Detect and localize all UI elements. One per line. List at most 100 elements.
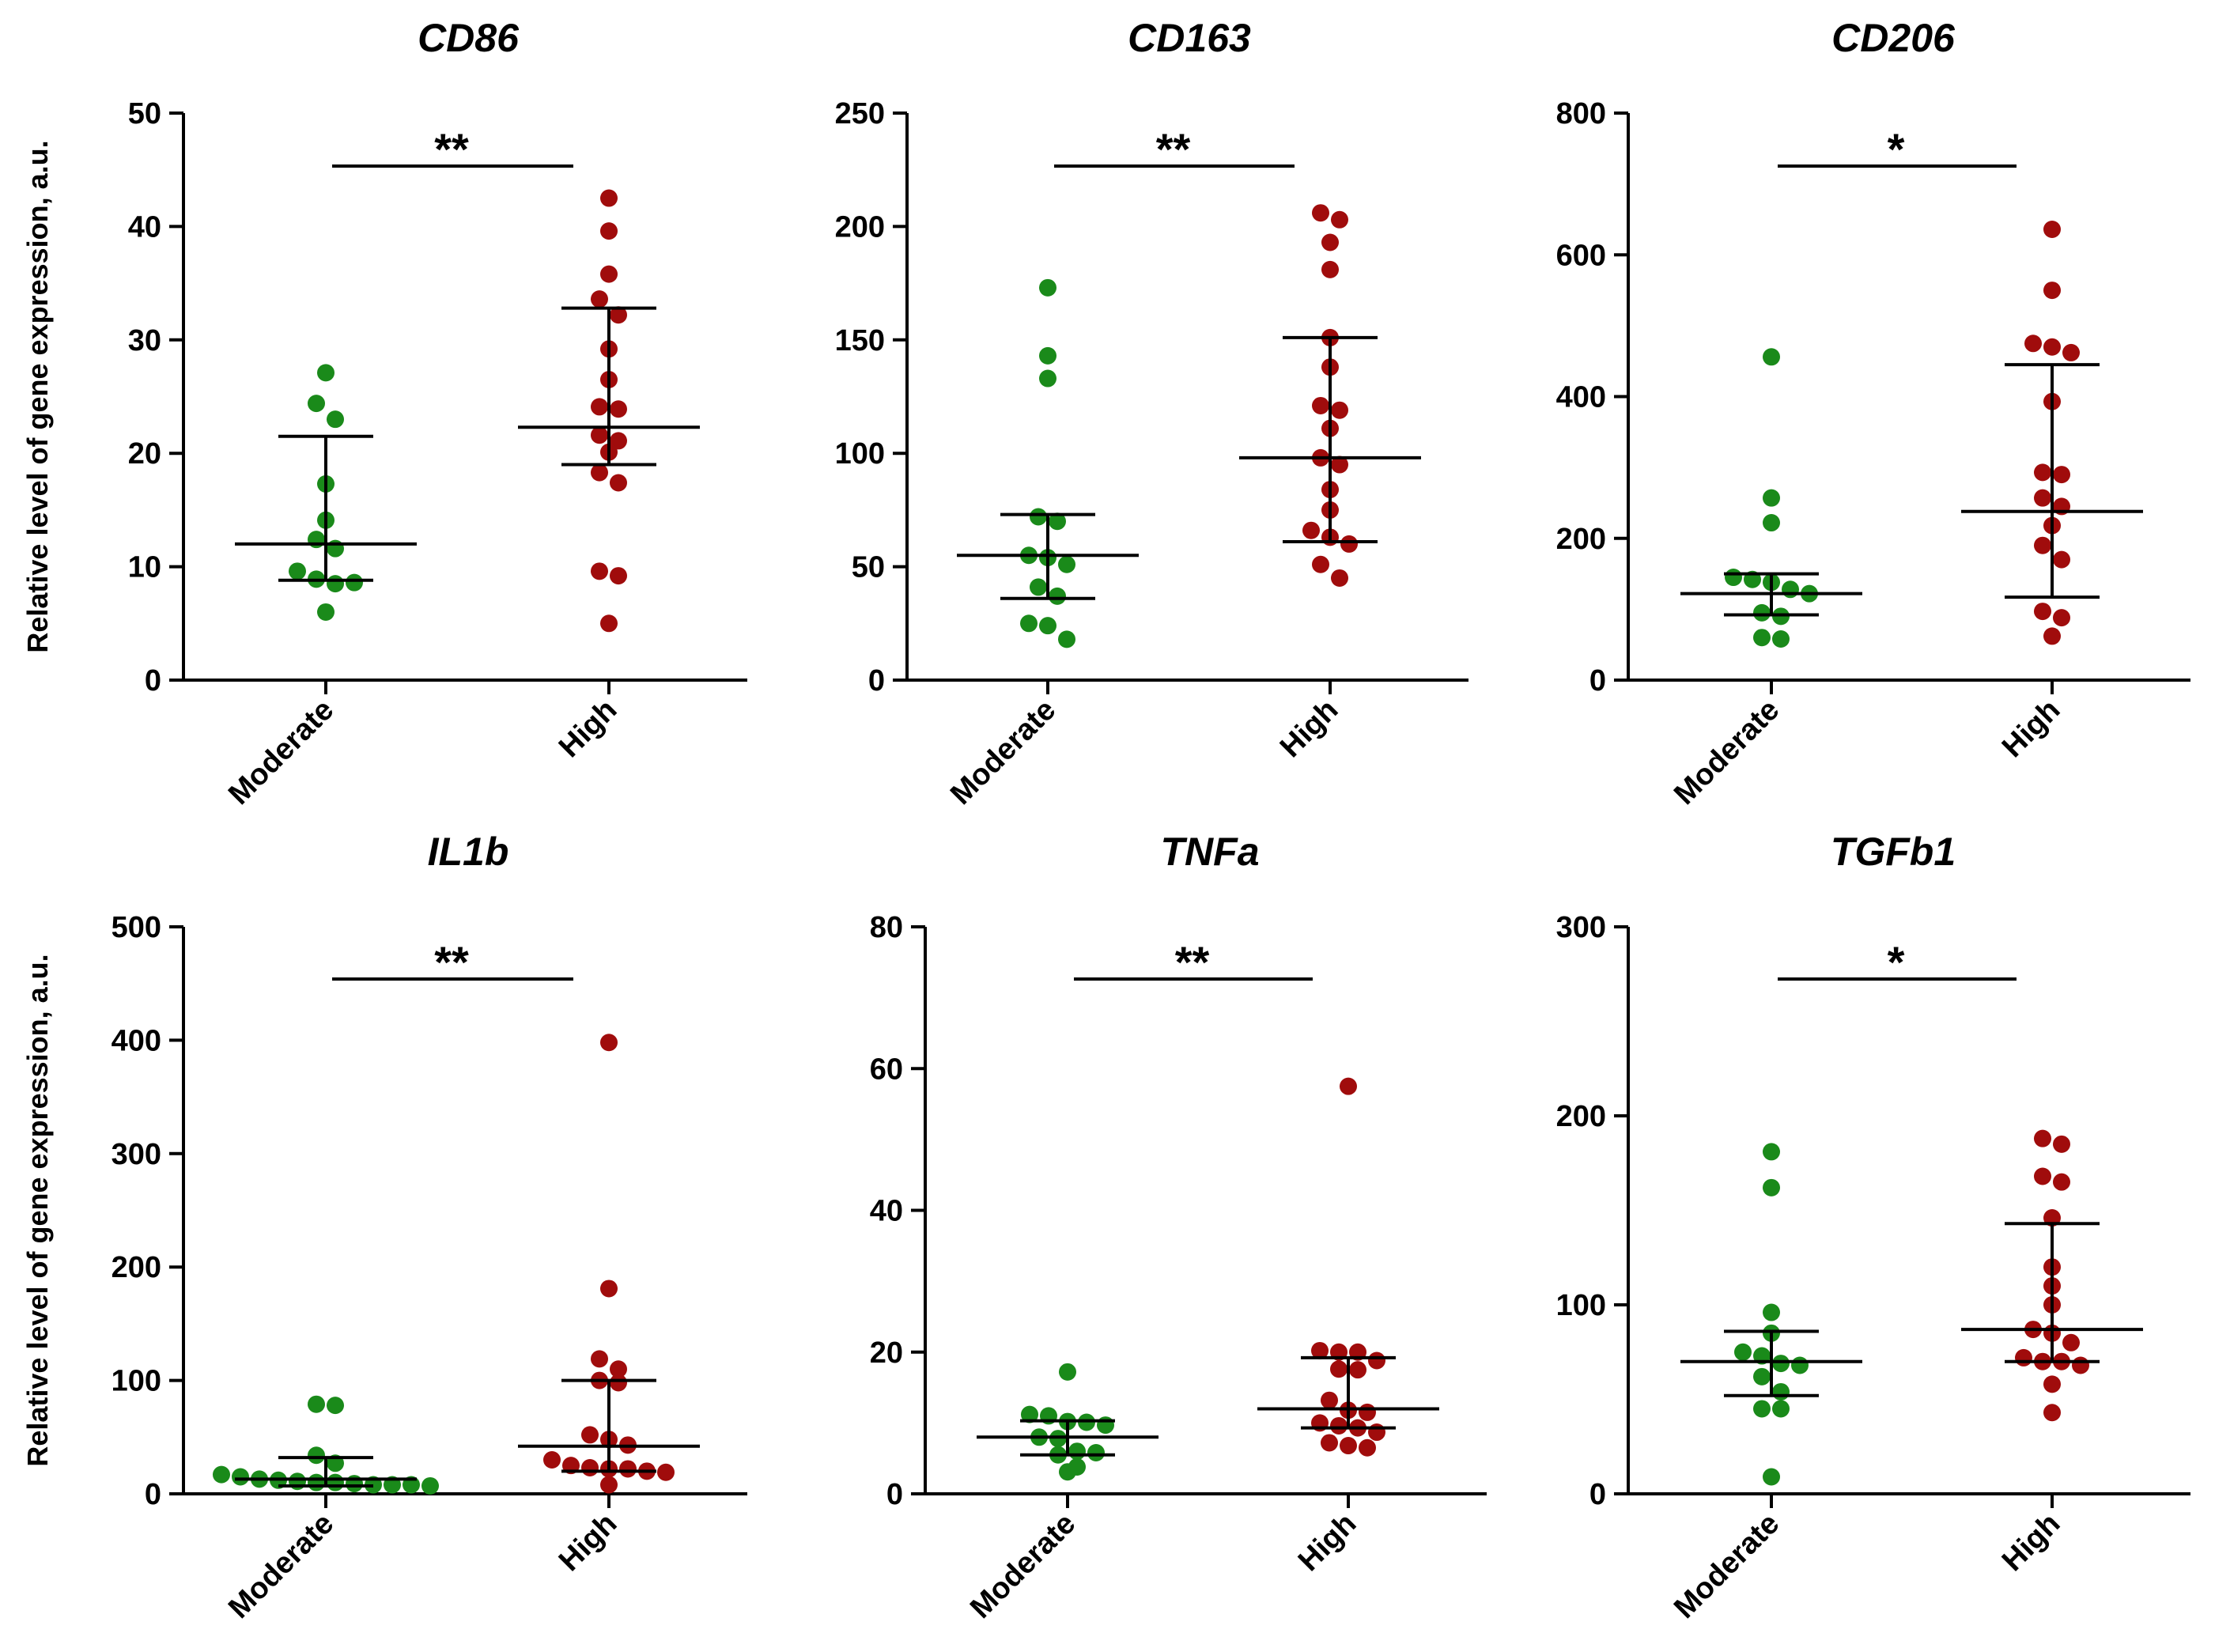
data-point-high xyxy=(591,290,608,308)
data-point-moderate xyxy=(1753,1400,1771,1418)
data-point-moderate xyxy=(232,1468,249,1486)
y-tick-label: 0 xyxy=(145,664,161,697)
panel-cd206: CD206 0 200 400 600 800 Moderate High * xyxy=(1556,16,2190,811)
data-point-moderate xyxy=(317,364,335,382)
data-point-high xyxy=(1321,233,1339,251)
data-point-moderate xyxy=(1049,512,1066,531)
data-point-high xyxy=(2053,466,2070,484)
data-point-high xyxy=(1368,1351,1385,1370)
data-point-moderate xyxy=(421,1476,439,1495)
data-point-high xyxy=(1331,569,1348,587)
data-point-moderate xyxy=(1763,489,1780,507)
data-point-high xyxy=(1330,1416,1348,1435)
data-point-moderate xyxy=(327,1397,344,1415)
panel-cd86: CD86 0 10 20 30 40 50 Moderate High Relative leve… xyxy=(21,16,747,811)
data-point-moderate xyxy=(1097,1416,1114,1435)
y-tick-label: 200 xyxy=(835,210,885,244)
y-tick-label: 100 xyxy=(1556,1289,1606,1322)
y-tick-label: 300 xyxy=(112,1138,161,1171)
data-point-high xyxy=(2043,1404,2061,1422)
significance-label: ** xyxy=(1156,124,1191,174)
data-point-high xyxy=(1340,535,1358,553)
category-label-high: High xyxy=(1996,694,2066,764)
data-point-high xyxy=(657,1463,675,1481)
data-point-high xyxy=(2053,550,2070,569)
y-tick-label: 60 xyxy=(870,1053,903,1086)
data-point-moderate xyxy=(1763,1178,1780,1196)
data-point-high xyxy=(600,614,618,633)
data-point-moderate xyxy=(1772,1355,1790,1373)
category-label-moderate: Moderate xyxy=(1668,694,1786,811)
data-point-high xyxy=(2034,603,2051,621)
data-point-high xyxy=(610,306,627,324)
significance-label: ** xyxy=(1175,937,1210,987)
panel-title: TNFa xyxy=(1161,830,1260,874)
data-point-moderate xyxy=(1020,614,1038,633)
panel-title: CD163 xyxy=(1128,16,1251,60)
data-point-moderate xyxy=(289,562,306,580)
panel-title: CD86 xyxy=(418,16,520,60)
data-point-high xyxy=(1321,260,1339,278)
data-point-high xyxy=(1312,396,1329,414)
data-point-high xyxy=(1331,456,1348,474)
data-point-high xyxy=(591,562,608,580)
data-point-high xyxy=(1321,1391,1338,1409)
y-tick-label: 400 xyxy=(112,1024,161,1057)
data-point-high xyxy=(2043,1375,2061,1393)
data-point-high xyxy=(1359,1438,1376,1457)
data-point-high xyxy=(2043,282,2061,300)
y-tick-label: 0 xyxy=(886,1478,903,1511)
panel-il1b: IL1b 0 100 200 300 400 500 Moderate High Relative… xyxy=(21,830,747,1625)
data-point-high xyxy=(2034,463,2051,482)
data-point-high xyxy=(2024,335,2042,353)
data-point-moderate xyxy=(308,1446,325,1465)
data-point-high xyxy=(2062,1333,2080,1351)
data-point-high xyxy=(610,1360,627,1378)
data-point-high xyxy=(2062,343,2080,361)
y-tick-label: 10 xyxy=(128,551,161,584)
significance-label: ** xyxy=(434,124,469,174)
data-point-moderate xyxy=(1763,1468,1780,1486)
data-point-moderate xyxy=(1039,617,1056,635)
data-point-high xyxy=(1349,1361,1366,1379)
data-point-moderate xyxy=(1059,1363,1076,1381)
y-tick-label: 100 xyxy=(835,437,885,471)
data-point-high xyxy=(600,1280,618,1298)
data-point-high xyxy=(600,189,618,207)
data-point-moderate xyxy=(1068,1442,1086,1461)
data-point-moderate xyxy=(327,1473,344,1491)
data-point-high xyxy=(543,1450,561,1469)
data-point-high xyxy=(2034,1167,2051,1185)
data-point-high xyxy=(1311,1341,1329,1359)
y-tick-label: 0 xyxy=(868,664,885,697)
data-point-moderate xyxy=(346,573,363,592)
y-tick-label: 100 xyxy=(112,1365,161,1398)
y-tick-label: 150 xyxy=(835,324,885,357)
y-tick-label: 200 xyxy=(1556,1100,1606,1133)
data-point-moderate xyxy=(1763,514,1780,532)
data-point-high xyxy=(1302,521,1320,539)
data-point-high xyxy=(1330,1360,1348,1378)
data-point-moderate xyxy=(1753,603,1771,622)
data-point-moderate xyxy=(327,575,344,593)
y-tick-label: 50 xyxy=(128,97,161,130)
data-point-high xyxy=(2043,220,2061,238)
panel-title: IL1b xyxy=(428,830,509,874)
category-label-moderate: Moderate xyxy=(944,694,1062,811)
data-point-high xyxy=(600,1034,618,1052)
data-point-moderate xyxy=(1772,630,1790,648)
data-point-moderate xyxy=(1058,630,1075,648)
data-point-high xyxy=(1331,210,1348,229)
y-tick-label: 250 xyxy=(835,97,885,130)
data-point-high xyxy=(619,1460,637,1478)
significance-label: * xyxy=(1888,124,1905,174)
y-axis-label: Relative level of gene expression, a.u. xyxy=(21,954,54,1466)
y-tick-label: 0 xyxy=(1589,1478,1606,1511)
category-label-high: High xyxy=(1996,1507,2066,1578)
y-tick-label: 400 xyxy=(1556,381,1606,414)
y-tick-label: 50 xyxy=(852,551,885,584)
data-point-high xyxy=(591,398,608,416)
data-point-high xyxy=(2034,489,2051,507)
panel-tgfb1: TGFb1 0 100 200 300 Moderate High * xyxy=(1556,830,2190,1625)
data-point-high xyxy=(1368,1423,1385,1442)
